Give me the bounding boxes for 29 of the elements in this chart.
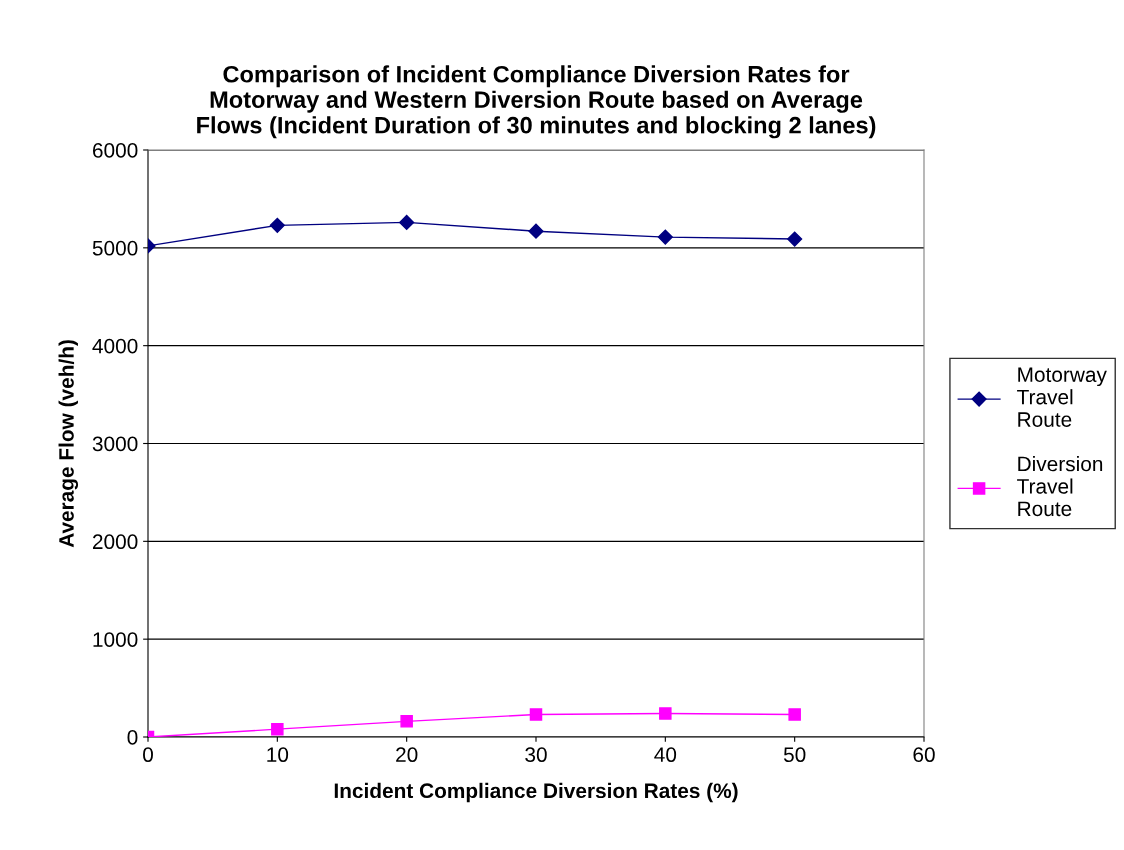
y-tick-label: 6000 (92, 143, 138, 158)
x-tick-label: 20 (396, 747, 418, 763)
x-tick-label: 0 (143, 747, 153, 763)
point (529, 708, 543, 721)
legend-label: Diversion Travel Route (1017, 456, 1103, 517)
point (659, 707, 672, 720)
point (788, 708, 801, 721)
y-axis-title: Average Flow (veh/h) (58, 340, 79, 548)
x-tick-label: 10 (267, 747, 289, 763)
y-tick-label: 0 (127, 730, 138, 745)
x-tick-label: 60 (913, 747, 935, 763)
chart-title: Comparison of Incident Compliance Diversion Rates for Motorway and Western Diversion Route based on Average Flows (Incident Duration of 30 minutes and blocking 2 lanes) (197, 65, 876, 139)
x-tick-label: 40 (654, 747, 677, 763)
point (271, 722, 284, 736)
point (399, 214, 415, 230)
point (787, 231, 803, 247)
point (269, 217, 285, 233)
point (400, 715, 413, 728)
x-tick-label: 50 (783, 747, 806, 763)
x-tick-label: 30 (525, 747, 547, 763)
y-tick-label: 4000 (92, 338, 138, 354)
legend-label: Motorway Travel Route (1017, 367, 1107, 427)
x-axis-title: Incident Compliance Diversion Rates (%) (334, 782, 738, 803)
point (657, 229, 673, 245)
point (528, 223, 544, 239)
y-tick-label: 2000 (92, 534, 138, 550)
y-tick-label: 3000 (92, 436, 138, 452)
y-tick-label: 5000 (92, 240, 138, 256)
y-tick-label: 1000 (93, 632, 138, 647)
